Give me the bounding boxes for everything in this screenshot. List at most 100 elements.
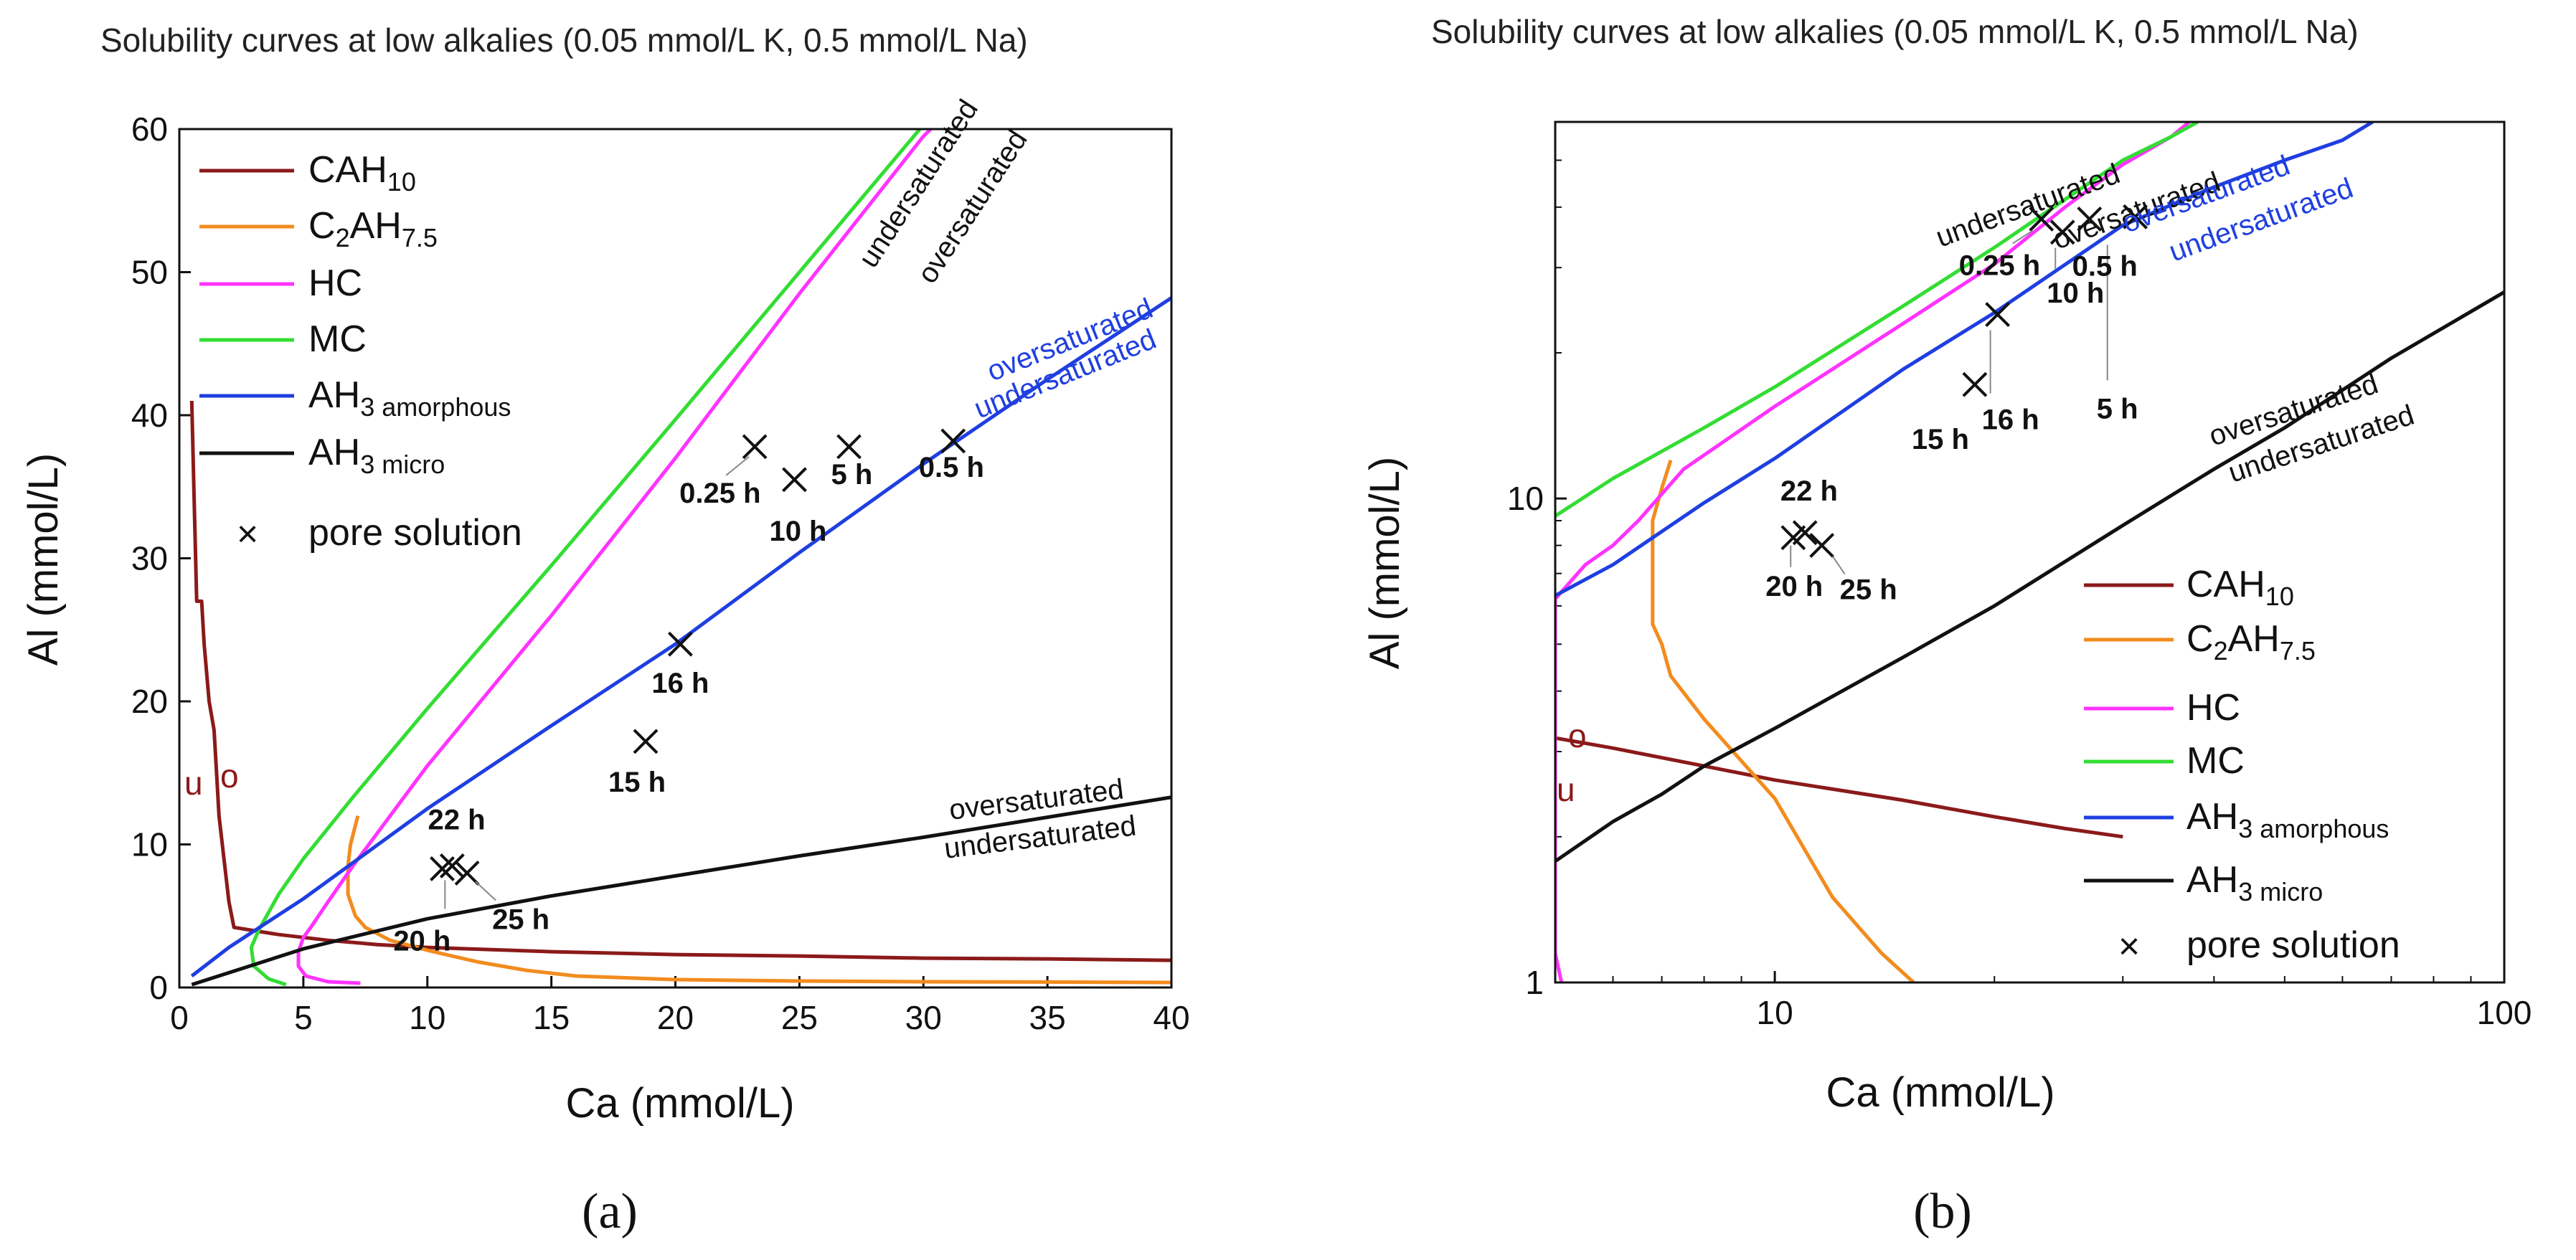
panel-a-pore-points: 0.25 h 10 h5 h 0.5 h 16 h 15 h 22 h 20 h 25 h [393,428,984,957]
y-tick-label: 30 [131,540,168,577]
pore-solution-point [2049,219,2075,245]
legend-label-cah10: CAH10 [308,149,416,196]
y-tick-label: 60 [131,110,168,148]
y-tick-label: 20 [131,683,168,720]
panel-b-pore-points: 0.25 h10 h 5 h 0.5 h 16 h 15 h 22 h 20 h 25 h [1765,204,2148,606]
pore-solution-label: 5 h [2097,393,2138,425]
pore-solution-point [836,434,862,460]
series-line-mc [249,129,923,987]
pore-solution-label: 16 h [651,668,709,699]
x-tick-label: 10 [409,999,445,1036]
series-line-hc [1555,122,2191,982]
x-tick-label: 35 [1029,999,1066,1036]
legend-b-label-ah3-amorphous: AH3 amorphous [2186,796,2389,843]
series-line-ah3-micro [191,795,1171,987]
panel-b-o-label: o [1568,717,1587,754]
legend-label-pore: pore solution [308,512,522,554]
panel-a-ylabel: Al (mmol/L) [20,453,67,665]
pore-solution-label: 25 h [492,904,549,935]
x-tick-label: 15 [533,999,570,1036]
panel-b: Solubility curves at low alkalies (0.05 … [1362,13,2532,1239]
pore-solution-label: 22 h [1780,475,1838,507]
series-line-cah10 [1555,736,2123,839]
x-tick-label: 25 [781,999,818,1036]
pore-solution-label: 0.5 h [919,452,984,483]
panel-b-ticks: 10 100 1 10 [1507,159,2532,1031]
legend-b-label-ah3-micro: AH3 micro [2186,859,2323,906]
y-tick-label: 1 [1525,964,1544,1001]
pore-solution-point [742,434,768,460]
pore-solution-point [430,856,455,881]
pore-label-leader [475,881,496,901]
pore-solution-label: 0.5 h [2072,250,2138,282]
series-line-mc [1555,122,2199,518]
series-line-c2ah7-5 [1651,459,1915,982]
y-tick-label: 0 [149,969,168,1006]
pore-solution-point [1809,533,1835,558]
pore-solution-point [940,428,966,454]
legend-b-label-cah10: CAH10 [2186,564,2294,611]
pore-solution-label: 0.25 h [1959,250,2040,281]
legend-label-ah3-micro: AH3 micro [308,432,445,479]
pore-solution-label: 25 h [1840,574,1897,606]
pore-solution-label: 16 h [1982,404,2039,436]
pore-solution-point [782,467,807,493]
series-line-ah3-amorphous [190,296,1171,977]
series-line-c2ah7-5 [346,815,1171,985]
series-line-hc [296,129,933,985]
panel-b-plot-frame [1554,120,2506,984]
pore-solution-label: 20 h [1765,571,1823,602]
y-tick-label: 50 [131,254,168,291]
panel-a-plot-frame [178,128,1173,989]
pore-solution-point [668,631,693,657]
panel-a-title: Solubility curves at low alkalies (0.05 … [100,22,1028,59]
legend-b-marker-pore: × [2118,926,2140,967]
pore-label-leader [725,456,750,476]
legend-label-c2ah75: C2AH7.5 [308,205,438,252]
pore-solution-point [1792,520,1818,546]
panel-a-xlabel: Ca (mmol/L) [565,1080,794,1127]
caption-a: (a) [582,1184,638,1239]
panel-a-legend: CAH10 C2AH7.5 HC MC AH3 amorphous AH3 mi… [199,149,522,555]
pore-solution-label: 10 h [2047,278,2104,309]
legend-b-label-c2ah75: C2AH7.5 [2186,618,2316,665]
x-tick-label: 20 [657,999,694,1036]
x-tick-label: 0 [170,999,189,1036]
series-line-ah3-micro [1555,290,2504,863]
pore-solution-point [1985,302,2011,327]
legend-label-mc: MC [308,318,367,360]
legend-b-label-mc: MC [2186,740,2245,782]
x-tick-label: 40 [1153,999,1189,1036]
pore-label-leader [2012,229,2034,245]
pore-solution-label: 22 h [428,804,485,835]
x-tick-label: 5 [294,999,313,1036]
caption-b: (b) [1913,1184,1972,1239]
pore-solution-label: 10 h [769,516,826,547]
pore-solution-label: 15 h [1912,424,1969,455]
legend-b-label-pore: pore solution [2186,924,2400,966]
pore-solution-label: 15 h [608,767,666,798]
panel-a-o-label: o [220,757,239,795]
y-tick-label: 10 [1507,480,1544,517]
panel-a-ticks: 0 5 10 15 20 25 30 35 40 0 10 20 30 40 50 60 [131,110,1190,1036]
pore-solution-point [2123,204,2148,229]
pore-solution-point [2029,207,2054,232]
x-tick-label: 30 [905,999,942,1036]
x-tick-label: 100 [2477,994,2532,1031]
pore-solution-point [2077,207,2103,232]
pore-solution-point [454,860,480,886]
panel-b-annotations: undersaturated oversaturated oversaturat… [1557,149,2418,808]
series-line-cah10 [189,400,1171,962]
x-tick-label: 10 [1757,994,1793,1031]
pore-solution-point [439,853,465,878]
pore-solution-point [1962,371,1988,397]
panel-a-series [189,129,1171,987]
panel-b-u-label: u [1557,771,1575,808]
legend-label-ah3-amorphous: AH3 amorphous [308,374,511,422]
legend-b-label-hc: HC [2186,687,2240,729]
pore-label-leader [1831,555,1846,575]
panel-a: Solubility curves at low alkalies (0.05 … [20,22,1190,1239]
y-tick-label: 10 [131,826,168,863]
y-tick-label: 40 [131,397,168,434]
